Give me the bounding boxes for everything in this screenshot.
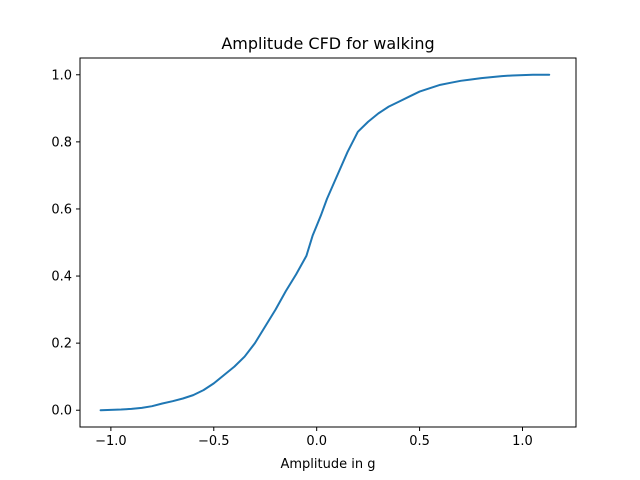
y-tick-label: 0.4 bbox=[51, 270, 72, 285]
cfd-series-line-0 bbox=[99, 73, 551, 412]
y-tick-label: 0.6 bbox=[51, 202, 72, 217]
axes-frame bbox=[79, 57, 577, 428]
y-tick-label: 0.2 bbox=[51, 337, 72, 352]
y-tick-label: 0.8 bbox=[51, 135, 72, 150]
chart-title: Amplitude CFD for walking bbox=[221, 34, 434, 53]
x-tick-label: 0.0 bbox=[306, 434, 327, 449]
x-axis-label: Amplitude in g bbox=[281, 457, 376, 472]
x-tick-label: −1.0 bbox=[95, 434, 127, 449]
x-tick-label: −0.5 bbox=[198, 434, 230, 449]
y-tick-label: 0.0 bbox=[51, 404, 72, 419]
x-tick-label: 1.0 bbox=[512, 434, 533, 449]
y-tick-label: 1.0 bbox=[51, 68, 72, 83]
plot-area: −1.0 −0.5 0.0 0.5 1.0 0.0 0.2 0.4 0.6 0.8 1.0 bbox=[51, 57, 577, 449]
x-tick-label: 0.5 bbox=[409, 434, 430, 449]
